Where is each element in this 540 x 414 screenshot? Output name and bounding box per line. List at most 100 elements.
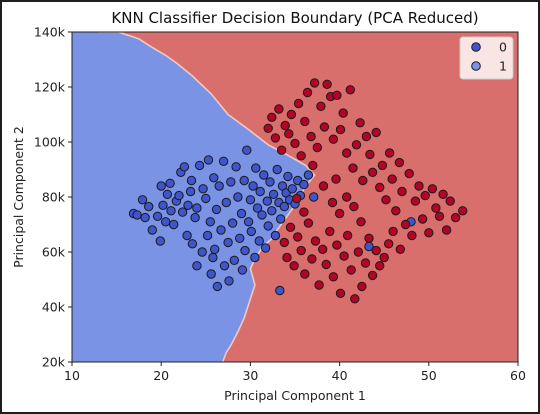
point-class-1-62 (293, 232, 303, 242)
point-class-1-14 (309, 78, 320, 88)
point-class-0-46 (223, 237, 233, 248)
point-class-1-5 (280, 120, 290, 131)
point-class-1-89 (395, 244, 405, 255)
x-tick-label-10: 10 (64, 368, 80, 383)
point-class-1-90 (308, 160, 318, 171)
point-class-1-78 (350, 294, 360, 304)
point-class-1-97 (331, 174, 341, 184)
point-class-0-81 (279, 201, 289, 212)
y-tick-label-140k: 140k (34, 25, 66, 40)
point-class-1-43 (404, 168, 414, 179)
point-class-0-35 (206, 269, 216, 279)
point-class-1-44 (407, 230, 417, 241)
point-class-1-6 (284, 129, 294, 139)
point-class-1-30 (361, 131, 372, 142)
point-class-0-44 (219, 261, 230, 271)
point-class-0-37 (209, 173, 219, 183)
point-class-0-66 (254, 236, 264, 246)
point-class-0-74 (267, 206, 277, 216)
point-class-1-48 (420, 190, 430, 201)
x-axis-ticks: 10 20 30 40 50 60 (64, 362, 526, 383)
point-class-1-98 (299, 207, 309, 217)
decision-region-class-0 (72, 32, 315, 362)
point-class-1-53 (438, 189, 448, 200)
point-class-0-27 (192, 261, 202, 271)
point-class-0-2 (137, 195, 148, 205)
point-class-1-38 (387, 174, 397, 184)
x-tick-label-30: 30 (242, 368, 258, 383)
point-class-1-61 (289, 261, 299, 271)
x-axis-label: Principal Component 1 (224, 388, 366, 403)
point-class-1-22 (335, 124, 346, 135)
legend-marker-class-0 (471, 42, 481, 52)
point-class-1-1 (267, 112, 277, 123)
point-class-1-21 (332, 90, 342, 101)
point-class-0-20 (182, 230, 192, 241)
point-class-0-12 (165, 178, 175, 189)
point-class-0-45 (221, 197, 232, 208)
chart-title: KNN Classifier Decision Boundary (PCA Re… (111, 9, 478, 27)
point-class-0-25 (190, 212, 200, 223)
point-class-1-66 (307, 254, 317, 264)
point-class-0-30 (198, 184, 208, 194)
y-axis-label: Principal Component 2 (11, 126, 26, 268)
point-class-0-36 (208, 252, 218, 263)
point-class-0-89 (299, 179, 309, 190)
point-class-0-62 (248, 181, 258, 191)
point-class-0-16 (174, 190, 184, 201)
point-class-0-8 (156, 181, 166, 191)
point-class-1-57 (458, 206, 468, 216)
point-class-1-35 (377, 160, 388, 171)
point-class-0-59 (243, 217, 254, 227)
point-class-0-77 (272, 164, 282, 175)
point-class-1-93 (334, 208, 345, 219)
point-class-1-45 (410, 196, 421, 206)
point-class-0-31 (201, 193, 211, 204)
point-class-1-3 (274, 104, 284, 114)
point-class-1-32 (367, 167, 378, 178)
point-class-1-2 (270, 133, 281, 143)
point-class-0-33 (203, 155, 214, 165)
point-class-0-71 (262, 196, 272, 206)
y-tick-label-80k: 80k (42, 190, 66, 205)
point-class-1-86 (379, 252, 389, 263)
point-class-0-5 (147, 225, 158, 235)
y-tick-label-40k: 40k (42, 300, 66, 315)
point-class-0-29 (197, 247, 207, 257)
point-class-1-36 (381, 195, 391, 205)
point-class-0-69 (259, 170, 269, 180)
x-tick-label-60: 60 (510, 368, 526, 383)
point-class-1-59 (282, 252, 292, 263)
point-class-0-39 (211, 204, 222, 215)
point-class-1-60 (285, 222, 296, 233)
point-class-0-92 (275, 285, 285, 296)
scatter-points (128, 78, 468, 304)
point-class-1-82 (364, 233, 374, 244)
y-tick-label-100k: 100k (34, 135, 66, 150)
point-class-0-18 (177, 207, 188, 217)
point-class-0-9 (158, 200, 168, 211)
point-class-1-85 (375, 261, 385, 271)
point-class-1-0 (263, 123, 273, 134)
point-class-1-75 (339, 251, 349, 261)
point-class-1-54 (441, 225, 452, 235)
point-class-0-60 (245, 195, 256, 205)
point-class-0-11 (162, 189, 173, 200)
point-class-0-83 (283, 171, 293, 182)
point-class-0-57 (240, 245, 250, 256)
point-class-1-80 (357, 281, 367, 292)
point-class-1-47 (417, 214, 428, 224)
legend-label-class-1: 1 (499, 59, 507, 74)
point-class-0-53 (235, 233, 245, 244)
point-class-0-24 (187, 239, 198, 249)
point-class-1-63 (296, 245, 306, 256)
point-class-1-41 (397, 186, 407, 197)
point-class-1-34 (375, 182, 385, 193)
point-class-1-9 (293, 98, 304, 109)
point-class-0-3 (140, 212, 150, 223)
point-class-0-21 (183, 200, 193, 211)
point-class-1-28 (355, 118, 365, 128)
point-class-1-74 (335, 288, 346, 298)
point-class-0-49 (227, 218, 238, 228)
